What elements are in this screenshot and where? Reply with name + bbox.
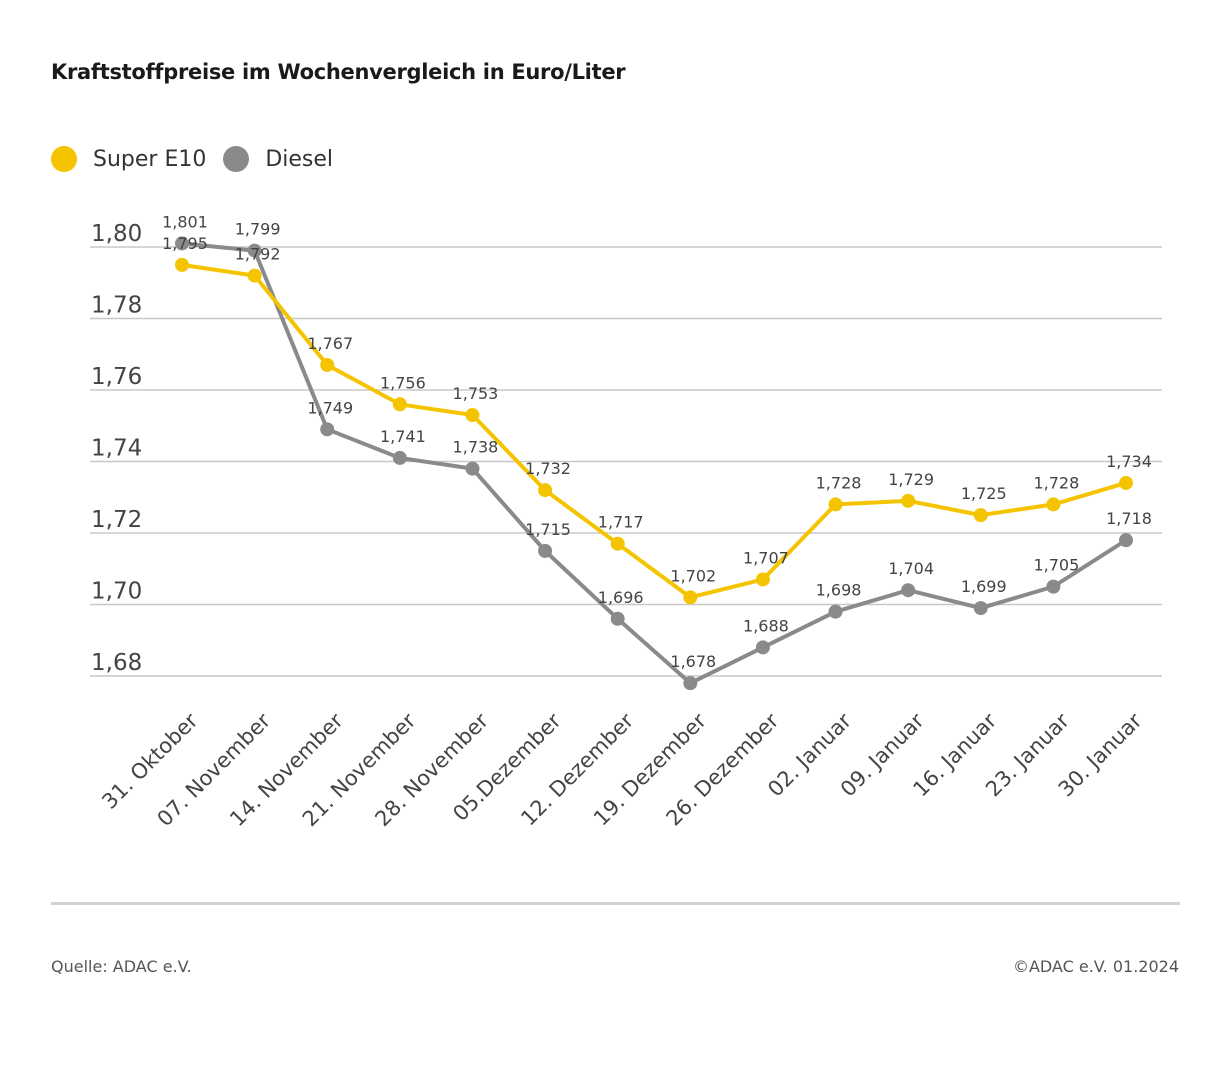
data-label-diesel: 1,698 — [816, 581, 862, 600]
y-tick-label: 1,70 — [91, 579, 142, 605]
data-label-diesel: 1,738 — [453, 438, 499, 457]
data-label-diesel: 1,749 — [307, 398, 353, 417]
data-label-diesel: 1,715 — [525, 520, 571, 539]
copyright-note: ©ADAC e.V. 01.2024 — [1012, 957, 1179, 976]
legend-item-diesel: Diesel — [223, 146, 333, 172]
data-point-super — [1046, 497, 1061, 512]
data-label-super: 1,756 — [380, 373, 426, 392]
data-label-diesel: 1,704 — [888, 559, 934, 578]
legend: Super E10 Diesel — [51, 146, 350, 172]
data-label-super: 1,728 — [1033, 473, 1079, 492]
data-label-diesel: 1,688 — [743, 616, 789, 635]
source-note: Quelle: ADAC e.V. — [51, 957, 192, 976]
chart-title: Kraftstoffpreise im Wochenvergleich in E… — [51, 60, 626, 84]
data-label-super: 1,767 — [307, 334, 353, 353]
data-point-diesel — [1119, 533, 1133, 548]
data-point-super — [973, 508, 988, 523]
data-label-super: 1,732 — [525, 459, 571, 478]
data-label-diesel: 1,678 — [670, 652, 716, 671]
data-label-diesel: 1,741 — [380, 427, 426, 446]
y-tick-label: 1,78 — [91, 293, 142, 319]
data-point-diesel — [175, 236, 189, 251]
y-tick-label: 1,74 — [91, 436, 142, 462]
data-point-super — [247, 268, 262, 283]
data-label-super: 1,725 — [961, 484, 1007, 503]
data-point-diesel — [610, 611, 625, 626]
data-label-diesel: 1,705 — [1033, 556, 1079, 575]
data-label-super: 1,728 — [816, 473, 862, 492]
legend-item-super: Super E10 — [51, 146, 206, 172]
data-point-diesel — [683, 676, 698, 691]
data-point-diesel — [538, 543, 553, 558]
data-point-diesel — [828, 604, 843, 619]
data-label-diesel: 1,801 — [162, 212, 208, 231]
data-point-diesel — [392, 450, 407, 465]
data-point-diesel — [320, 422, 335, 437]
series-line-diesel — [180, 241, 1128, 686]
legend-label-super: Super E10 — [93, 146, 207, 172]
data-label-diesel: 1,696 — [598, 588, 644, 607]
y-tick-label: 1,72 — [91, 507, 142, 533]
y-tick-label: 1,68 — [91, 650, 142, 676]
legend-marker-super — [51, 146, 77, 172]
data-label-super: 1,734 — [1106, 452, 1152, 471]
legend-marker-diesel — [223, 146, 250, 172]
data-point-diesel — [755, 640, 770, 655]
y-tick-label: 1,76 — [91, 364, 142, 390]
data-label-super: 1,702 — [670, 566, 716, 585]
data-point-diesel — [247, 243, 262, 258]
data-label-super: 1,729 — [888, 470, 934, 489]
data-label-super: 1,717 — [598, 513, 644, 532]
data-point-super — [320, 357, 335, 372]
data-point-super — [683, 590, 698, 605]
y-tick-label: 1,80 — [91, 221, 142, 247]
legend-label-diesel: Diesel — [265, 146, 334, 172]
data-label-super: 1,753 — [453, 384, 499, 403]
data-point-super — [828, 497, 843, 512]
data-point-super — [610, 536, 625, 551]
data-point-diesel — [973, 601, 988, 616]
data-label-super: 1,707 — [743, 548, 789, 567]
data-point-super — [175, 257, 189, 272]
data-point-super — [755, 572, 770, 587]
data-label-super: 1,795 — [162, 234, 208, 253]
footer-divider — [51, 902, 1180, 905]
data-label-diesel: 1,718 — [1106, 509, 1152, 528]
data-label-diesel: 1,699 — [961, 577, 1007, 596]
data-point-super — [538, 483, 553, 498]
data-point-super — [1119, 475, 1133, 490]
data-point-super — [392, 397, 407, 412]
data-point-diesel — [901, 583, 916, 598]
data-point-diesel — [465, 461, 480, 476]
data-point-super — [901, 493, 916, 508]
data-point-diesel — [1046, 579, 1061, 594]
data-label-super: 1,792 — [235, 245, 281, 264]
series-line-super — [180, 262, 1128, 600]
data-label-diesel: 1,799 — [235, 220, 281, 239]
data-point-super — [465, 408, 480, 423]
